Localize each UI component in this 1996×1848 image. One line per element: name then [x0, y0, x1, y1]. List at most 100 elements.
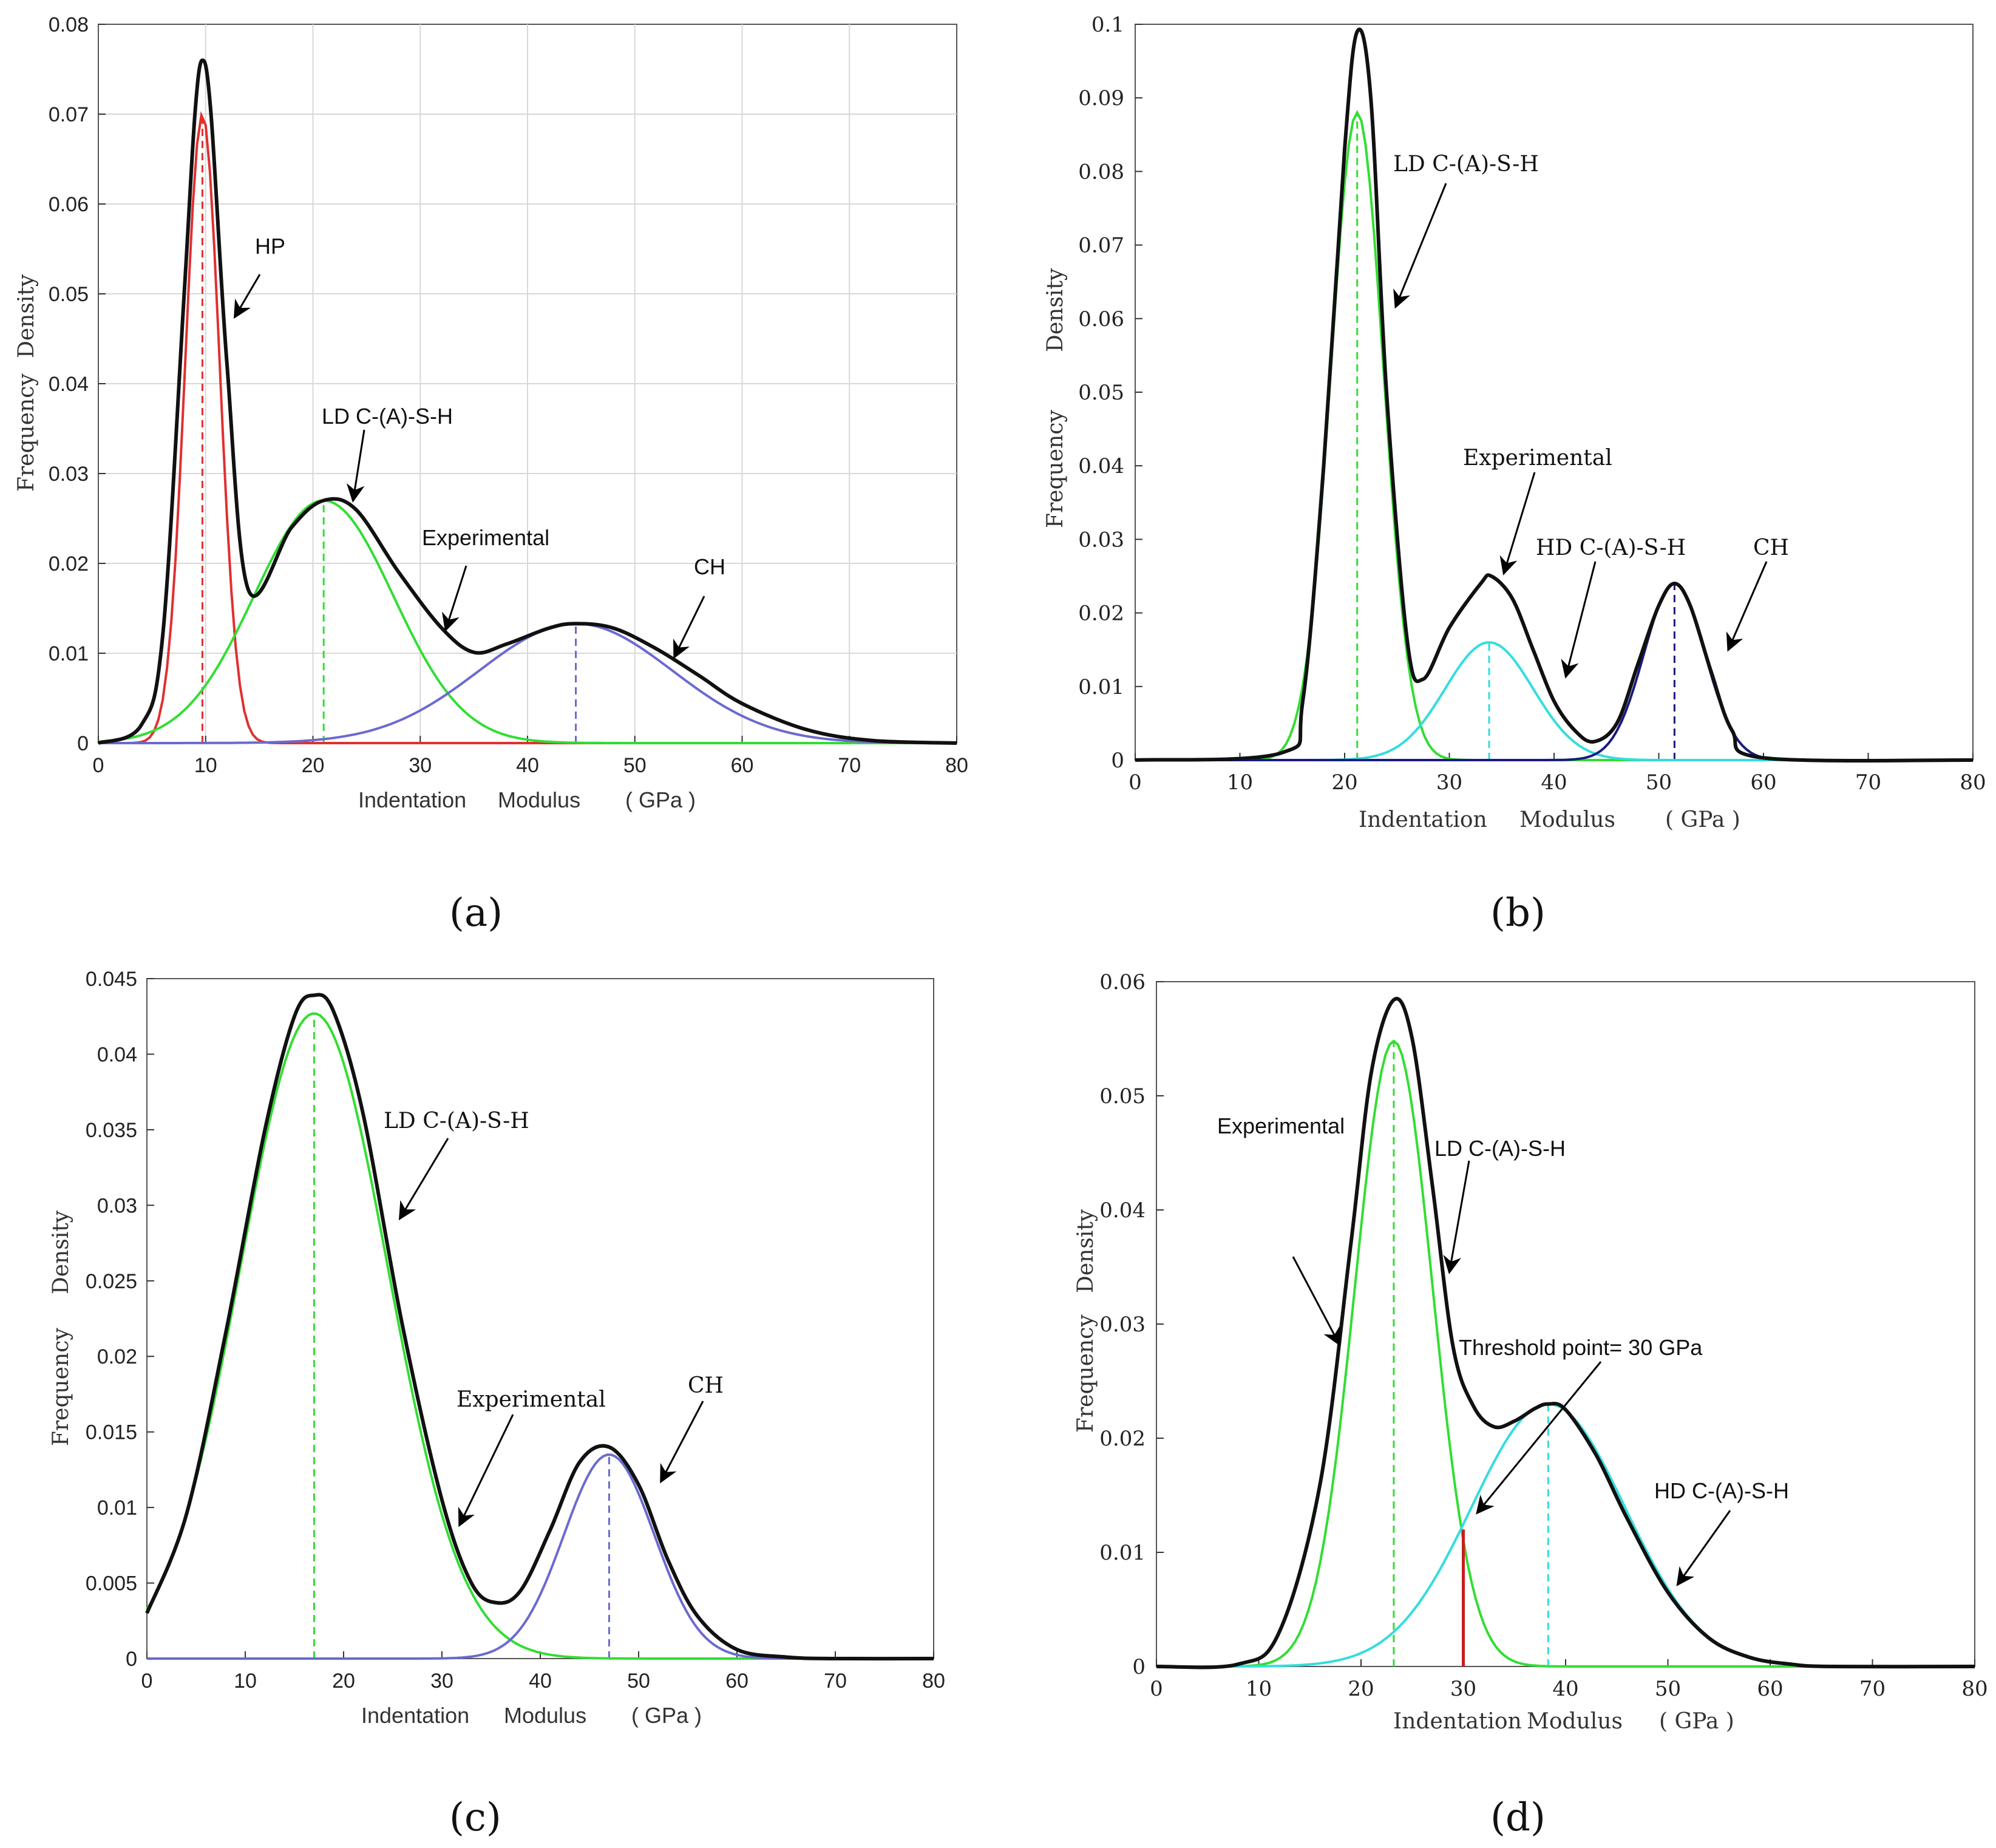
y-tick-label: 0.06 — [1099, 970, 1146, 994]
panel-a-label-experimental: Experimental — [422, 525, 549, 550]
experimental-curve — [97, 58, 957, 745]
y-tick-label: 0.03 — [97, 1194, 137, 1217]
x-tick-label: 0 — [1150, 1677, 1163, 1701]
panel-b-ylabel-1: Frequency — [1043, 410, 1068, 528]
annotation-arrow — [1393, 183, 1447, 309]
x-tick-label: 50 — [1655, 1677, 1681, 1701]
annotation-arrow — [346, 429, 365, 503]
y-tick-label: 0.08 — [49, 13, 89, 36]
panel-b-xlabel-2: Modulus — [1519, 807, 1615, 832]
annotation-arrow — [1726, 561, 1768, 652]
panel-d-label-threshold: Threshold point= 30 GPa — [1459, 1335, 1703, 1360]
y-tick-label: 0.07 — [1078, 234, 1124, 258]
x-tick-label: 50 — [1646, 770, 1672, 795]
panel-c-xlabel-1: Indentation — [361, 1703, 469, 1728]
x-tick-label: 30 — [1450, 1677, 1476, 1701]
panel-c-ticks: 0 10 20 30 40 50 60 70 80 0 0.005 0.01 0.015 0.02 0.02… — [86, 968, 945, 1693]
x-tick-label: 60 — [725, 1670, 748, 1693]
component-curve-ch — [1135, 582, 1973, 761]
y-tick-label: 0.05 — [49, 283, 89, 306]
panel-a-label-hp: HP — [255, 234, 285, 259]
x-tick-label: 80 — [1960, 770, 1986, 795]
annotation-arrow — [1499, 472, 1536, 576]
panel-d-arrows — [1292, 1160, 1731, 1586]
panel-a-caption: (a) — [449, 891, 503, 936]
y-tick-label: 0.08 — [1078, 160, 1124, 184]
panel-c-peak-lines — [313, 1013, 610, 1659]
x-tick-label: 70 — [838, 754, 861, 777]
annotation-arrow — [1443, 1160, 1470, 1274]
x-tick-label: 30 — [409, 754, 432, 777]
panel-b-label-experimental: Experimental — [1463, 446, 1612, 470]
x-tick-label: 20 — [302, 754, 325, 777]
panel-a-curves — [97, 58, 957, 745]
panel-b: 0 10 20 30 40 50 60 70 80 0 0.01 0.02 0.03 0.04 0.05 0.… — [1043, 13, 1986, 936]
y-tick-label: 0.02 — [97, 1345, 137, 1368]
panel-d-label-ld: LD C-(A)-S-H — [1434, 1136, 1566, 1161]
x-tick-label: 70 — [1859, 1677, 1886, 1701]
annotation-arrow — [458, 1414, 514, 1527]
y-tick-label: 0.05 — [1099, 1084, 1146, 1109]
x-tick-label: 10 — [194, 754, 217, 777]
y-tick-label: 0 — [1111, 749, 1124, 773]
y-tick-label: 0.01 — [1099, 1541, 1146, 1565]
x-tick-label: 30 — [430, 1670, 453, 1693]
panel-b-curves — [1135, 27, 1974, 763]
panel-a-xlabel-1: Indentation — [358, 787, 466, 812]
panel-b-arrows — [1393, 183, 1768, 679]
panel-b-label-ch: CH — [1753, 535, 1789, 560]
panel-a-xlabel-2: Modulus — [498, 787, 580, 812]
y-tick-label: 0.03 — [49, 463, 89, 486]
panel-a-ylabel-2: Density — [14, 274, 39, 358]
x-tick-label: 10 — [1246, 1677, 1272, 1701]
component-curve-ld-c-a-s-h — [146, 1012, 934, 1660]
y-tick-label: 0.06 — [1078, 307, 1124, 331]
experimental-curve — [1135, 27, 1974, 763]
panel-a-xlabel-3: ( GPa ) — [625, 787, 696, 812]
y-tick-label: 0 — [77, 732, 89, 755]
panel-d-xlabel-1: Indentation — [1393, 1709, 1522, 1734]
panel-d-label-experimental: Experimental — [1217, 1113, 1345, 1138]
panel-c: 0 10 20 30 40 50 60 70 80 0 0.005 0.01 0.015 0.02 0.02… — [49, 968, 945, 1840]
y-tick-label: 0.025 — [86, 1270, 137, 1293]
y-tick-label: 0.09 — [1078, 86, 1124, 110]
x-tick-label: 80 — [1961, 1677, 1988, 1701]
panel-b-caption: (b) — [1490, 891, 1546, 936]
component-curve-hd-c-a-s-h — [1156, 1402, 1975, 1668]
y-tick-label: 0.1 — [1091, 13, 1124, 37]
experimental-curve — [1156, 997, 1975, 1670]
panel-d-plot-frame — [1156, 981, 1975, 1667]
panel-d-xlabel-3: ( GPa ) — [1659, 1709, 1734, 1734]
y-tick-label: 0.045 — [86, 968, 137, 991]
x-tick-label: 0 — [1129, 770, 1142, 795]
y-tick-label: 0.035 — [86, 1119, 137, 1142]
annotation-arrow — [1476, 1361, 1602, 1515]
annotation-arrow — [1676, 1510, 1731, 1586]
panel-c-xlabel-3: ( GPa ) — [631, 1703, 702, 1728]
x-tick-label: 40 — [516, 754, 539, 777]
panel-d-label-hd: HD C-(A)-S-H — [1654, 1478, 1789, 1503]
panel-b-peak-lines — [1356, 112, 1675, 760]
panel-a-ticks: 0 10 20 30 40 50 60 70 80 0 0.01 0.02 0.03 0.04 0.05 0.… — [49, 13, 968, 777]
panel-d-peak-lines — [1393, 1041, 1549, 1666]
y-tick-label: 0.04 — [49, 373, 89, 396]
panel-b-ylabel-2: Density — [1043, 268, 1068, 352]
x-tick-label: 10 — [1227, 770, 1253, 795]
panel-b-ticks: 0 10 20 30 40 50 60 70 80 0 0.01 0.02 0.03 0.04 0.05 0.… — [1078, 13, 1986, 795]
x-tick-label: 30 — [1436, 770, 1462, 795]
panel-b-xlabel-1: Indentation — [1359, 807, 1487, 832]
panel-c-label-ch: CH — [688, 1373, 724, 1398]
panel-a-label-ld: LD C-(A)-S-H — [322, 404, 453, 429]
x-tick-label: 50 — [623, 754, 647, 777]
panel-d-curves — [1156, 997, 1975, 1670]
y-tick-label: 0.015 — [86, 1421, 137, 1444]
panel-b-xlabel-3: ( GPa ) — [1665, 807, 1740, 832]
panel-a-ylabel-1: Frequency — [14, 373, 39, 492]
x-tick-label: 10 — [234, 1670, 257, 1693]
panel-c-caption: (c) — [449, 1795, 501, 1840]
panel-a-gridlines — [98, 24, 957, 743]
y-tick-label: 0 — [1132, 1655, 1146, 1679]
y-tick-label: 0.05 — [1078, 381, 1124, 405]
